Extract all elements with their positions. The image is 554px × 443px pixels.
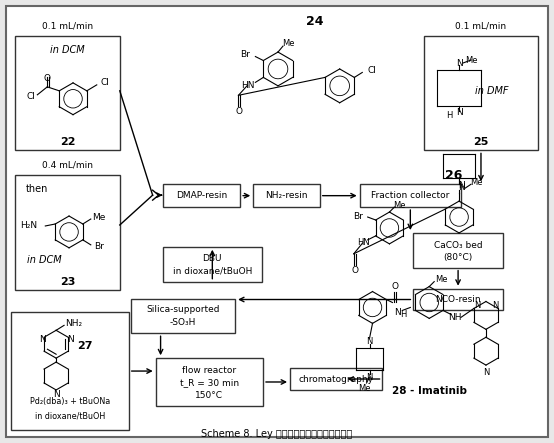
- Text: in DCM: in DCM: [27, 255, 62, 265]
- Text: chromatography: chromatography: [299, 374, 374, 384]
- Text: N: N: [492, 301, 498, 310]
- Text: NH₂-resin: NH₂-resin: [265, 191, 307, 200]
- Text: Cl: Cl: [100, 78, 109, 87]
- FancyBboxPatch shape: [424, 36, 538, 151]
- Text: HN: HN: [240, 81, 254, 90]
- Text: 0.1 mL/min: 0.1 mL/min: [455, 22, 506, 31]
- Text: N: N: [394, 308, 401, 317]
- Text: Fraction collector: Fraction collector: [371, 191, 449, 200]
- Text: 27: 27: [77, 341, 93, 351]
- Text: -SO₃H: -SO₃H: [170, 319, 196, 327]
- Text: Scheme 8. Ley 及其同事的伊馬替尼流程合成: Scheme 8. Ley 及其同事的伊馬替尼流程合成: [201, 429, 353, 439]
- Text: H: H: [446, 111, 452, 120]
- Text: N: N: [39, 335, 45, 344]
- FancyBboxPatch shape: [16, 175, 120, 290]
- Text: O: O: [236, 107, 243, 116]
- Text: Br: Br: [240, 50, 250, 59]
- FancyBboxPatch shape: [131, 299, 235, 333]
- Text: Me: Me: [393, 201, 406, 210]
- Text: O: O: [44, 74, 51, 83]
- Text: DMAP-resin: DMAP-resin: [176, 191, 227, 200]
- Text: NH₂: NH₂: [65, 319, 83, 328]
- Text: then: then: [25, 184, 48, 194]
- Text: N: N: [458, 183, 464, 192]
- Text: H: H: [357, 238, 364, 247]
- Text: 22: 22: [60, 137, 75, 148]
- Text: NCO-resin: NCO-resin: [435, 295, 481, 304]
- Text: in DCM: in DCM: [50, 45, 85, 55]
- Text: N: N: [53, 390, 59, 400]
- Text: Br: Br: [353, 212, 363, 221]
- FancyBboxPatch shape: [11, 312, 129, 430]
- Text: DBU: DBU: [203, 254, 222, 263]
- Text: O: O: [392, 282, 399, 291]
- Text: H₂N: H₂N: [20, 222, 37, 230]
- Text: in dioxane/tBuOH: in dioxane/tBuOH: [35, 411, 105, 420]
- Text: NH: NH: [448, 313, 461, 322]
- Text: N: N: [366, 373, 373, 381]
- FancyBboxPatch shape: [162, 247, 262, 282]
- Text: H: H: [400, 310, 407, 319]
- Text: Me: Me: [281, 39, 294, 48]
- Text: N: N: [456, 108, 463, 117]
- Text: flow reactor: flow reactor: [182, 365, 237, 375]
- Text: N: N: [456, 58, 463, 67]
- Text: N: N: [366, 337, 373, 346]
- Text: in dioxane/tBuOH: in dioxane/tBuOH: [173, 267, 252, 276]
- FancyBboxPatch shape: [6, 6, 548, 437]
- Text: 26: 26: [445, 169, 463, 182]
- FancyBboxPatch shape: [413, 288, 503, 311]
- Text: Cl: Cl: [27, 92, 36, 101]
- Text: Me: Me: [435, 275, 448, 284]
- FancyBboxPatch shape: [253, 184, 320, 207]
- FancyBboxPatch shape: [16, 36, 120, 151]
- Text: N: N: [483, 368, 489, 377]
- Text: 0.1 mL/min: 0.1 mL/min: [42, 22, 93, 31]
- Text: Me: Me: [465, 55, 478, 65]
- Text: t_R = 30 min: t_R = 30 min: [180, 378, 239, 388]
- Text: Me: Me: [470, 178, 482, 187]
- FancyBboxPatch shape: [360, 184, 461, 207]
- FancyBboxPatch shape: [413, 233, 503, 268]
- Text: CaCO₃ bed: CaCO₃ bed: [434, 241, 483, 250]
- Text: N: N: [67, 335, 74, 344]
- Text: 24: 24: [306, 15, 324, 28]
- Text: Pd₂(dba)₃ + tBuONa: Pd₂(dba)₃ + tBuONa: [30, 397, 110, 406]
- Text: Me: Me: [358, 385, 371, 393]
- FancyBboxPatch shape: [290, 368, 382, 390]
- Text: 28 - Imatinib: 28 - Imatinib: [392, 386, 466, 396]
- Text: (80°C): (80°C): [443, 253, 473, 262]
- Text: Cl: Cl: [368, 66, 377, 75]
- Text: 150°C: 150°C: [196, 392, 223, 400]
- Text: 25: 25: [473, 137, 489, 148]
- Text: N: N: [474, 301, 480, 310]
- Text: in DMF: in DMF: [475, 86, 509, 96]
- FancyBboxPatch shape: [162, 184, 240, 207]
- Text: Br: Br: [94, 242, 104, 251]
- Text: N: N: [362, 238, 369, 247]
- Text: 23: 23: [60, 276, 75, 287]
- FancyBboxPatch shape: [156, 358, 263, 406]
- Text: 0.4 mL/min: 0.4 mL/min: [42, 161, 93, 170]
- Text: Silica-supported: Silica-supported: [146, 305, 220, 315]
- Text: N: N: [458, 181, 464, 190]
- Text: Me: Me: [92, 213, 105, 222]
- Text: O: O: [351, 266, 358, 275]
